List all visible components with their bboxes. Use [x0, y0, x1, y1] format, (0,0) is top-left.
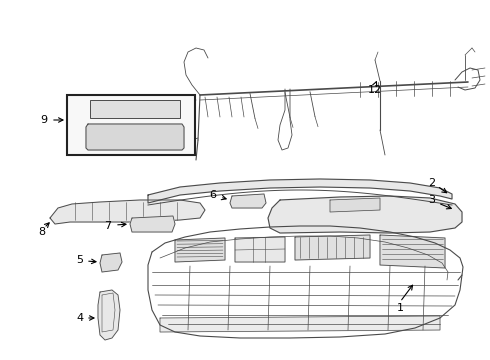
Text: 10: 10 — [74, 132, 87, 142]
Polygon shape — [100, 253, 122, 272]
Text: 4: 4 — [76, 313, 84, 323]
Polygon shape — [86, 124, 184, 150]
Polygon shape — [160, 316, 440, 332]
Text: 1: 1 — [396, 303, 403, 313]
Polygon shape — [235, 237, 285, 262]
Text: 3: 3 — [428, 195, 436, 205]
Polygon shape — [130, 216, 175, 232]
Text: 2: 2 — [428, 178, 436, 188]
Polygon shape — [380, 235, 445, 268]
Polygon shape — [148, 179, 452, 203]
Polygon shape — [50, 200, 205, 224]
Text: 6: 6 — [210, 190, 217, 200]
Bar — [90, 100, 180, 118]
Text: 7: 7 — [104, 221, 112, 231]
Text: 12: 12 — [368, 85, 382, 95]
Text: 8: 8 — [38, 227, 46, 237]
Text: 11: 11 — [74, 103, 87, 113]
Polygon shape — [175, 238, 225, 262]
Polygon shape — [98, 290, 120, 340]
Polygon shape — [268, 196, 462, 233]
Polygon shape — [230, 194, 266, 208]
Text: 5: 5 — [76, 255, 83, 265]
Polygon shape — [330, 198, 380, 212]
Bar — [67, 95, 195, 155]
Polygon shape — [295, 235, 370, 260]
Text: 9: 9 — [41, 115, 48, 125]
